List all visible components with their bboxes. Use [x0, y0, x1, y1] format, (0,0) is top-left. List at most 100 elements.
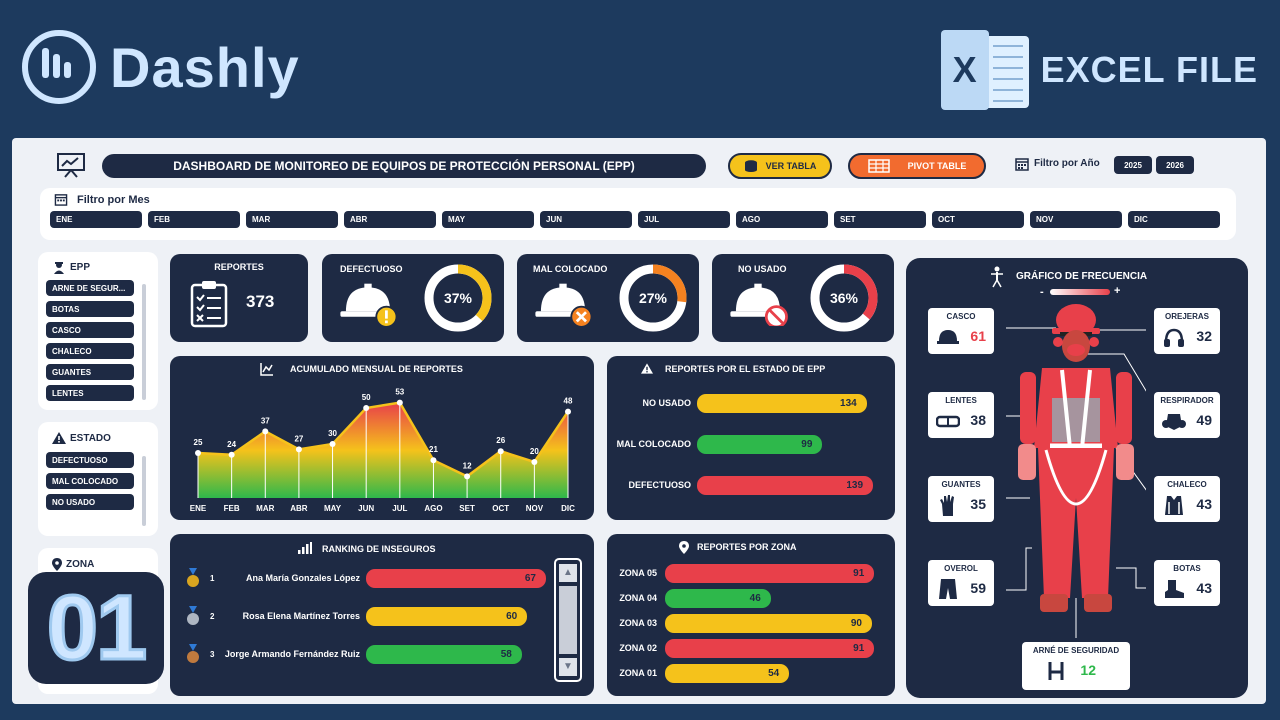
month-button-jul[interactable]: JUL	[638, 211, 730, 228]
area-tick-label: JUL	[392, 504, 407, 513]
epp-item[interactable]: CASCO	[46, 322, 134, 338]
epp-item[interactable]: ARNE DE SEGUR...	[46, 280, 134, 296]
warning-icon	[641, 363, 653, 374]
respirator-icon	[1162, 414, 1186, 430]
warning-icon	[52, 432, 66, 444]
freq-orejeras: OREJERAS 32	[1154, 308, 1220, 354]
rank-name: Ana María Gonzales López	[245, 573, 360, 583]
helmet-forbidden-icon	[730, 283, 788, 326]
medal-icon	[186, 644, 200, 664]
bar-category-label: ZONA 02	[619, 643, 657, 653]
month-button-nov[interactable]: NOV	[1030, 211, 1122, 228]
estado-item[interactable]: DEFECTUOSO	[46, 452, 134, 468]
zona-filter-label: ZONA	[66, 559, 95, 570]
epp-item[interactable]: BOTAS	[46, 301, 134, 317]
year-2025-button[interactable]: 2025	[1114, 156, 1152, 174]
freq-guantes: GUANTES 35	[928, 476, 994, 522]
scroll-up-arrow-icon[interactable]: ▲	[559, 564, 577, 582]
donut-mal-colocado: 27%	[619, 264, 687, 332]
area-point	[531, 459, 538, 465]
epp-item[interactable]: LENTES	[46, 385, 134, 401]
bar: 90	[665, 614, 872, 633]
freq-arnes: ARNÉ DE SEGURIDAD 12	[1022, 642, 1130, 690]
medal-icon	[186, 606, 200, 626]
ranking-title: RANKING DE INSEGUROS	[322, 544, 436, 554]
area-point	[497, 448, 504, 455]
year-filter-label: Filtro por Año	[1034, 158, 1100, 169]
helmet-warning-icon	[340, 283, 398, 326]
bar-value-label: 91	[853, 643, 865, 654]
excel-badge: X EXCEL FILE	[940, 30, 1258, 110]
rank-value: 67	[524, 573, 536, 584]
area-tick-label: NOV	[526, 504, 544, 513]
svg-text:27%: 27%	[639, 290, 668, 306]
month-button-may[interactable]: MAY	[442, 211, 534, 228]
epp-item[interactable]: CHALECO	[46, 343, 134, 359]
bar-value-label: 91	[853, 568, 865, 579]
area-point	[464, 473, 471, 480]
month-button-ago[interactable]: AGO	[736, 211, 828, 228]
area-tick-label: MAR	[256, 504, 274, 513]
kpi-defectuoso-label: DEFECTUOSO	[340, 264, 403, 274]
frecuencia-title: GRÁFICO DE FRECUENCIA	[1016, 271, 1148, 282]
epp-filter: EPP ARNE DE SEGUR... BOTAS CASCO CHALECO GUA…	[38, 252, 158, 410]
epp-item[interactable]: GUANTES	[46, 364, 134, 380]
month-button-mar[interactable]: MAR	[246, 211, 338, 228]
month-button-dic[interactable]: DIC	[1128, 211, 1220, 228]
bar: 46	[665, 589, 771, 608]
kpi-mal-colocado-label: MAL COLOCADO	[533, 264, 608, 274]
svg-text:37%: 37%	[444, 290, 473, 306]
area-point	[363, 405, 370, 411]
brand-name: Dashly	[110, 35, 300, 99]
freq-chaleco: CHALECO 43	[1154, 476, 1220, 522]
pivot-table-button[interactable]: PIVOT TABLE	[848, 153, 986, 179]
month-button-jun[interactable]: JUN	[540, 211, 632, 228]
ver-tabla-button[interactable]: VER TABLA	[728, 153, 832, 179]
dashly-logo-icon	[22, 30, 96, 104]
boot-icon	[1165, 580, 1184, 598]
rank-bar: 58	[366, 645, 522, 664]
bar-value-label: 46	[749, 593, 761, 604]
month-button-feb[interactable]: FEB	[148, 211, 240, 228]
estado-item[interactable]: NO USADO	[46, 494, 134, 510]
bar-category-label: ZONA 04	[619, 593, 657, 603]
epp-scrollbar[interactable]	[142, 284, 146, 400]
helmet-x-icon	[535, 283, 593, 326]
clipboard-icon	[190, 281, 228, 328]
rank-number: 2	[210, 612, 215, 621]
database-icon	[744, 160, 757, 172]
frecuencia-panel: GRÁFICO DE FRECUENCIA - +	[906, 258, 1248, 698]
area-tick-label: ENE	[190, 504, 207, 513]
area-data-label: 37	[261, 416, 270, 425]
bar-category-label: MAL COLOCADO	[616, 439, 691, 449]
bar-value-label: 54	[768, 668, 780, 679]
month-button-set[interactable]: SET	[834, 211, 926, 228]
month-button-oct[interactable]: OCT	[932, 211, 1024, 228]
location-pin-icon	[679, 541, 689, 554]
month-filter-label: Filtro por Mes	[77, 194, 150, 206]
bar-value-label: 134	[840, 398, 857, 409]
scroll-thumb[interactable]	[559, 586, 577, 654]
estado-filter: ESTADO DEFECTUOSO MAL COLOCADO NO USADO	[38, 422, 158, 536]
bar: 134	[697, 394, 867, 413]
area-point	[262, 428, 269, 435]
kpi-reportes-value: 373	[246, 292, 275, 311]
vest-icon	[1165, 496, 1183, 515]
month-button-abr[interactable]: ABR	[344, 211, 436, 228]
area-tick-label: ABR	[290, 504, 308, 513]
estado-item[interactable]: MAL COLOCADO	[46, 473, 134, 489]
estado-scrollbar[interactable]	[142, 456, 146, 526]
scroll-down-arrow-icon[interactable]: ▼	[559, 658, 577, 676]
bar-category-label: DEFECTUOSO	[628, 480, 691, 490]
month-button-ene[interactable]: ENE	[50, 211, 142, 228]
medal-icon	[186, 568, 200, 588]
zona-chart-title: REPORTES POR ZONA	[697, 542, 797, 552]
estado-chart: REPORTES POR EL ESTADO DE EPP NO USADO 13…	[607, 356, 895, 520]
rank-name: Rosa Elena Martínez Torres	[242, 611, 360, 621]
area-point	[228, 451, 235, 458]
freq-lentes: LENTES 38	[928, 392, 994, 438]
brand: Dashly	[22, 30, 300, 104]
ranking-scrollbar[interactable]: ▲ ▼	[554, 558, 582, 682]
year-2026-button[interactable]: 2026	[1156, 156, 1194, 174]
page-title: DASHBOARD DE MONITOREO DE EQUIPOS DE PRO…	[102, 154, 706, 178]
